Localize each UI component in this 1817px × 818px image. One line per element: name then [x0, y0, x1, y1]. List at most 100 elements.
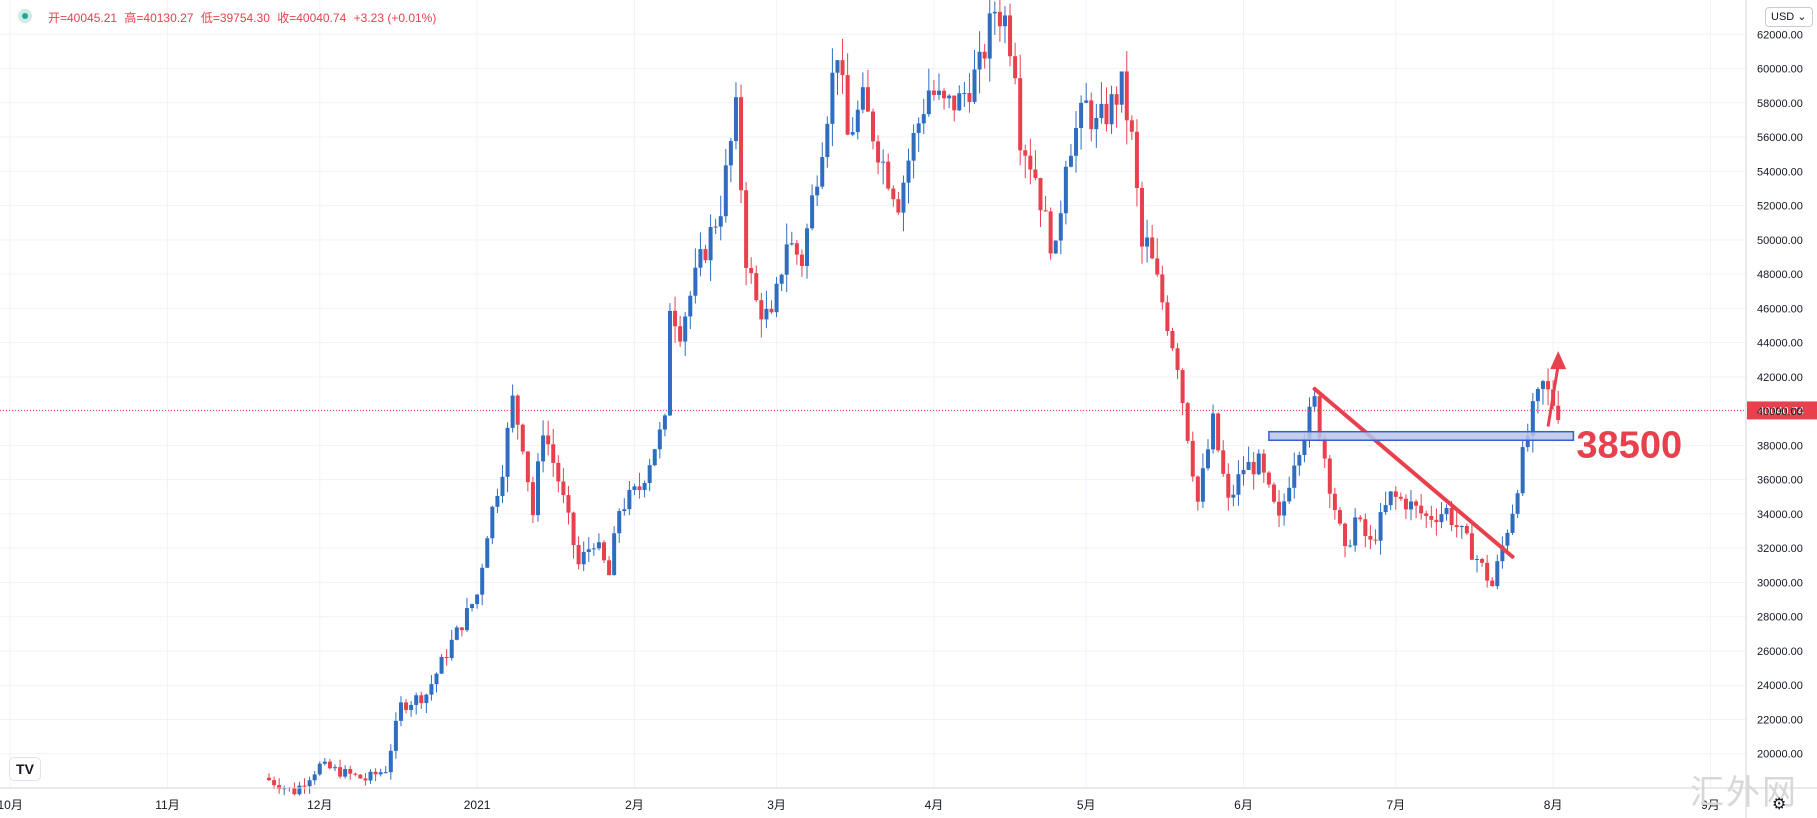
- candle: [840, 38, 845, 94]
- x-tick-label: 9月: [1701, 798, 1720, 812]
- candle: [1546, 368, 1551, 406]
- candle: [1129, 115, 1134, 141]
- candle: [1424, 510, 1429, 529]
- support-zone[interactable]: [1268, 430, 1575, 442]
- candle: [759, 292, 764, 338]
- candle: [891, 185, 896, 207]
- candle: [749, 257, 754, 284]
- candle: [454, 625, 459, 641]
- candle: [764, 290, 769, 329]
- breakout-arrow[interactable]: [1546, 364, 1560, 427]
- candle: [825, 116, 830, 168]
- candle: [1429, 505, 1434, 528]
- candle: [404, 699, 409, 714]
- candle: [490, 505, 495, 545]
- candle: [1271, 482, 1276, 504]
- candle: [789, 231, 794, 246]
- candle: [1216, 412, 1221, 453]
- trendline[interactable]: [1312, 386, 1515, 559]
- candle: [1500, 536, 1505, 569]
- candle: [1063, 160, 1068, 225]
- candle: [520, 423, 525, 455]
- candle: [383, 766, 388, 774]
- candle: [1454, 511, 1459, 538]
- candle: [805, 223, 810, 279]
- y-tick-label: 28000.00: [1757, 612, 1803, 624]
- candle: [1510, 504, 1515, 535]
- candle: [1490, 576, 1495, 587]
- x-tick-label: 8月: [1544, 798, 1563, 812]
- arrow-head: [1550, 351, 1567, 370]
- candle: [1119, 71, 1124, 113]
- candle: [1170, 327, 1175, 352]
- candle: [444, 649, 449, 666]
- y-tick-label: 56000.00: [1757, 132, 1803, 144]
- candle: [1134, 119, 1139, 207]
- candle: [967, 73, 972, 113]
- market-status-icon: [18, 9, 32, 23]
- candle: [1312, 390, 1317, 412]
- candle: [1211, 404, 1216, 454]
- candle: [419, 691, 424, 709]
- candle: [1261, 449, 1266, 483]
- candle: [1388, 491, 1393, 511]
- candle: [1231, 484, 1236, 507]
- candle: [673, 296, 678, 343]
- currency-selector[interactable]: USD ⌄: [1765, 7, 1813, 27]
- candle: [1256, 449, 1261, 476]
- candle: [475, 593, 480, 609]
- candle: [1099, 82, 1104, 124]
- candle: [815, 175, 820, 206]
- candle: [886, 153, 891, 191]
- candle: [1277, 490, 1282, 528]
- candle: [571, 511, 576, 559]
- candle: [1459, 525, 1464, 539]
- candle: [911, 124, 916, 179]
- candle: [1520, 440, 1525, 497]
- candle: [830, 48, 835, 147]
- candle: [348, 765, 353, 780]
- x-tick-label: 11月: [155, 798, 179, 812]
- x-tick-label: 7月: [1386, 798, 1405, 812]
- gear-icon[interactable]: ⚙: [1772, 796, 1787, 813]
- candle: [1327, 455, 1332, 509]
- candle: [1292, 452, 1297, 499]
- candle: [1414, 499, 1419, 519]
- candle: [1373, 529, 1378, 545]
- candle: [1150, 225, 1155, 260]
- candle: [1089, 92, 1094, 142]
- candle: [1297, 451, 1302, 476]
- candle: [718, 195, 723, 241]
- candle: [754, 265, 759, 302]
- candle: [1028, 138, 1033, 185]
- candle: [1251, 451, 1256, 490]
- candle: [1180, 368, 1185, 416]
- candles: [267, 0, 1561, 796]
- candle: [627, 481, 632, 516]
- candle: [678, 315, 683, 347]
- candle: [901, 175, 906, 232]
- support-label: 38500: [1576, 424, 1682, 466]
- candle: [794, 239, 799, 265]
- candle: [855, 100, 860, 140]
- candle: [414, 692, 419, 715]
- candle: [556, 455, 561, 493]
- candle: [363, 773, 368, 786]
- candle: [282, 785, 287, 796]
- candle: [1221, 440, 1226, 477]
- candle: [871, 108, 875, 150]
- candle: [647, 458, 652, 492]
- candle: [1002, 6, 1007, 44]
- candle: [1398, 492, 1403, 502]
- candle: [317, 761, 322, 776]
- candle: [1403, 494, 1408, 519]
- candle: [1058, 200, 1063, 255]
- candle: [683, 311, 688, 356]
- candle: [388, 744, 393, 780]
- x-tick-label: 5月: [1077, 798, 1096, 812]
- candle: [835, 60, 840, 95]
- candle: [693, 248, 698, 304]
- candle: [1383, 491, 1388, 515]
